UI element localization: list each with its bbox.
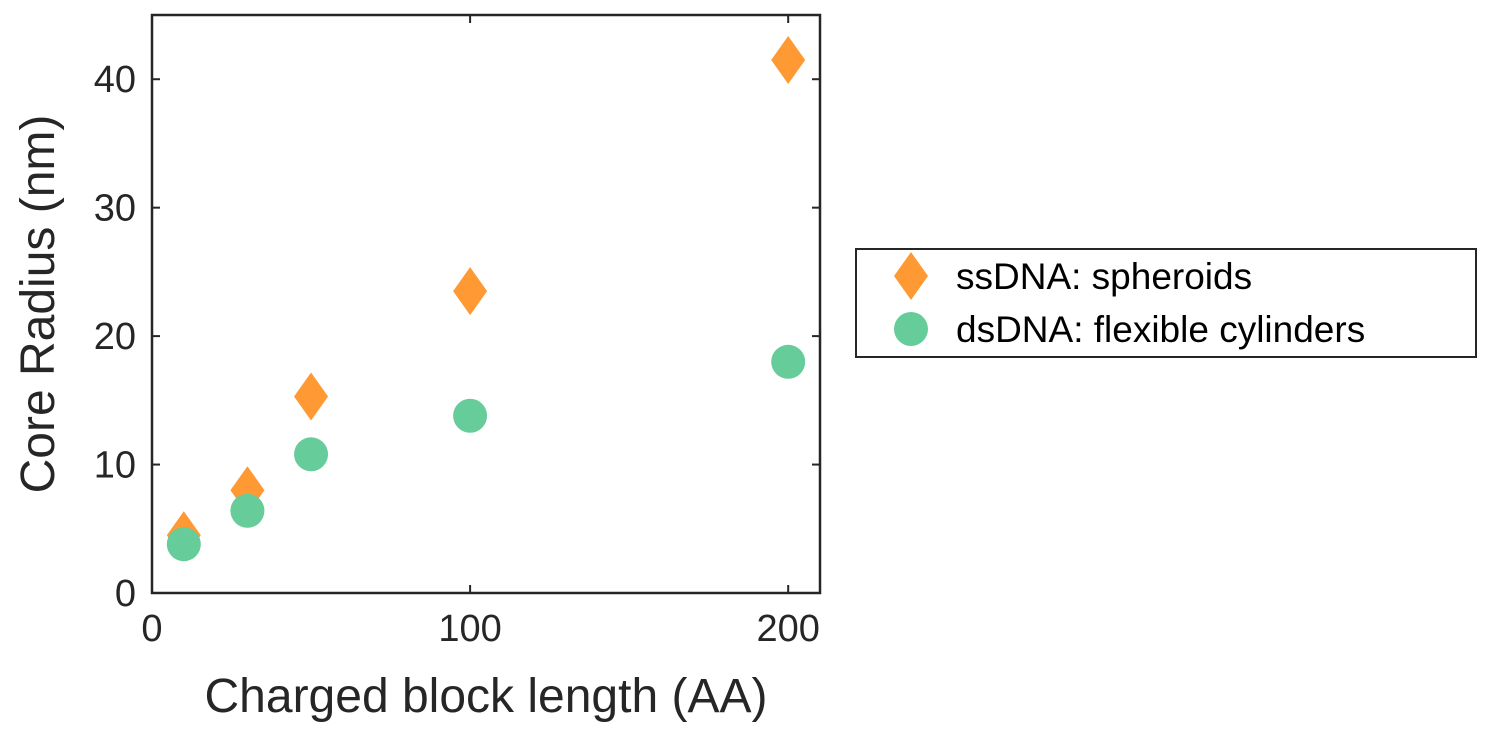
legend-box	[855, 248, 1477, 358]
y-tick-label: 20	[94, 316, 136, 358]
data-markers	[166, 35, 806, 562]
axis-ticks	[151, 15, 820, 594]
x-tick-label: 200	[756, 608, 819, 650]
y-tick-label: 40	[94, 59, 136, 101]
legend-marker-diamond	[894, 252, 928, 300]
legend-label: ssDNA: spheroids	[956, 256, 1252, 297]
circle-point	[230, 493, 265, 528]
axis-tick-labels: 0 100 200 0 10 20 30 40	[94, 59, 820, 650]
circle-point	[453, 398, 488, 433]
plot-area: 0 100 200 0 10 20 30 40	[94, 13, 822, 650]
legend-marker-circle	[894, 312, 928, 346]
x-axis-title: Charged block length (AA)	[205, 670, 768, 723]
legend-label: dsDNA: flexible cylinders	[956, 309, 1365, 350]
x-tick-label: 0	[141, 608, 162, 650]
diamond-point	[771, 35, 806, 84]
legend-entries: ssDNA: spheroids dsDNA: flexible cylinder…	[894, 252, 1365, 350]
series-ssdna	[166, 35, 806, 560]
diamond-point	[294, 372, 329, 421]
legend: ssDNA: spheroids dsDNA: flexible cylinder…	[855, 248, 1477, 358]
series-dsdna	[166, 344, 806, 562]
y-tick-label: 30	[94, 188, 136, 230]
circle-point	[294, 437, 329, 472]
axes-box	[150, 13, 822, 595]
x-tick-label: 100	[438, 608, 501, 650]
y-axis-title: Core Radius (nm)	[12, 115, 65, 494]
y-tick-label: 0	[115, 573, 136, 615]
diamond-point	[453, 267, 488, 316]
circle-point	[771, 344, 806, 379]
y-tick-label: 10	[94, 445, 136, 487]
circle-point	[166, 527, 201, 562]
